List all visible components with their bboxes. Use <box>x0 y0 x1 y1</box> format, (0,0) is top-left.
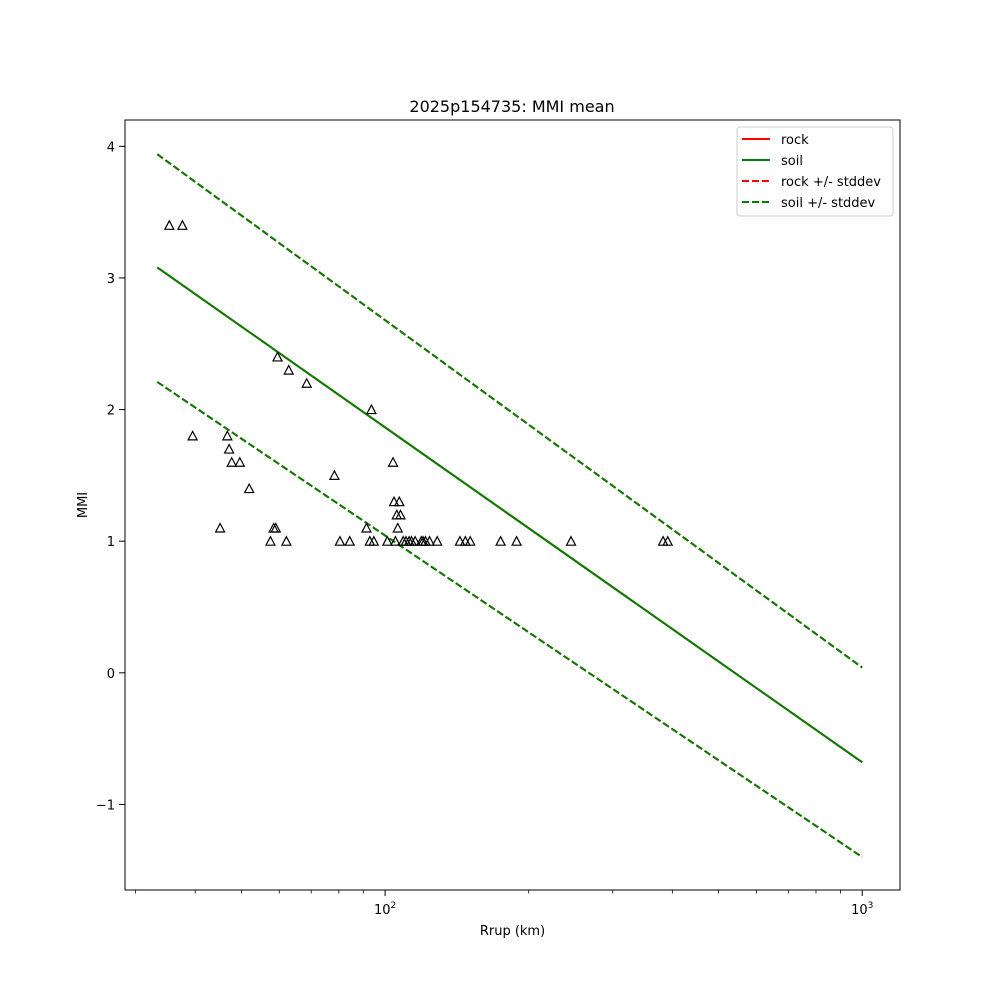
data-points <box>163 219 674 546</box>
y-tick-label: 2 <box>107 404 115 419</box>
data-point <box>334 535 346 546</box>
series-line-1 <box>156 266 863 764</box>
data-point <box>360 522 372 533</box>
legend-label: rock <box>781 133 809 148</box>
data-point <box>409 535 421 546</box>
data-point <box>454 535 466 546</box>
series-lines <box>156 153 863 858</box>
y-tick-label: 1 <box>107 535 115 550</box>
plot-frame <box>124 119 901 891</box>
data-point <box>280 535 292 546</box>
data-point <box>223 443 235 454</box>
data-point <box>272 351 284 362</box>
chart-title: 2025p154735: MMI mean <box>409 97 614 116</box>
data-point <box>234 456 246 467</box>
data-point <box>394 509 406 520</box>
x-axis-label: Rrup (km) <box>480 924 545 939</box>
data-point <box>221 430 233 441</box>
data-point <box>187 430 199 441</box>
data-point <box>388 495 400 507</box>
data-point <box>393 495 405 507</box>
data-point <box>214 522 226 533</box>
data-point <box>368 535 380 546</box>
data-point <box>381 535 393 546</box>
legend-label: soil <box>781 154 803 169</box>
legend: rock soil rock +/- stddev soil +/- stddev <box>736 126 894 217</box>
series-line-5 <box>156 381 863 858</box>
data-point <box>270 522 282 533</box>
legend-box <box>736 126 894 217</box>
data-point <box>511 535 523 546</box>
data-point <box>328 469 340 480</box>
legend-label: rock +/- stddev <box>781 175 881 190</box>
data-point <box>424 535 436 546</box>
data-point <box>264 535 276 546</box>
data-point <box>495 535 507 546</box>
y-tick-label: −1 <box>96 798 115 813</box>
data-point <box>344 535 356 546</box>
y-tick-label: 0 <box>107 667 115 682</box>
data-point <box>387 456 399 467</box>
data-point <box>431 535 443 546</box>
data-point <box>226 456 238 467</box>
data-point <box>283 364 295 375</box>
data-point <box>389 535 401 546</box>
series-line-4 <box>156 153 863 669</box>
data-point <box>301 377 313 388</box>
y-tick-label: 3 <box>107 272 115 287</box>
data-point <box>365 403 377 415</box>
data-point <box>176 219 188 230</box>
data-point <box>565 535 577 546</box>
data-point <box>662 535 674 546</box>
data-point <box>392 522 404 533</box>
data-point <box>163 219 175 230</box>
y-axis-label: MMI <box>76 492 91 518</box>
legend-label: soil +/- stddev <box>781 196 876 211</box>
y-tick-label: 4 <box>107 140 115 155</box>
data-point <box>464 535 476 546</box>
y-axis: −1 0 1 2 3 4 <box>96 140 125 813</box>
data-point <box>243 482 255 494</box>
